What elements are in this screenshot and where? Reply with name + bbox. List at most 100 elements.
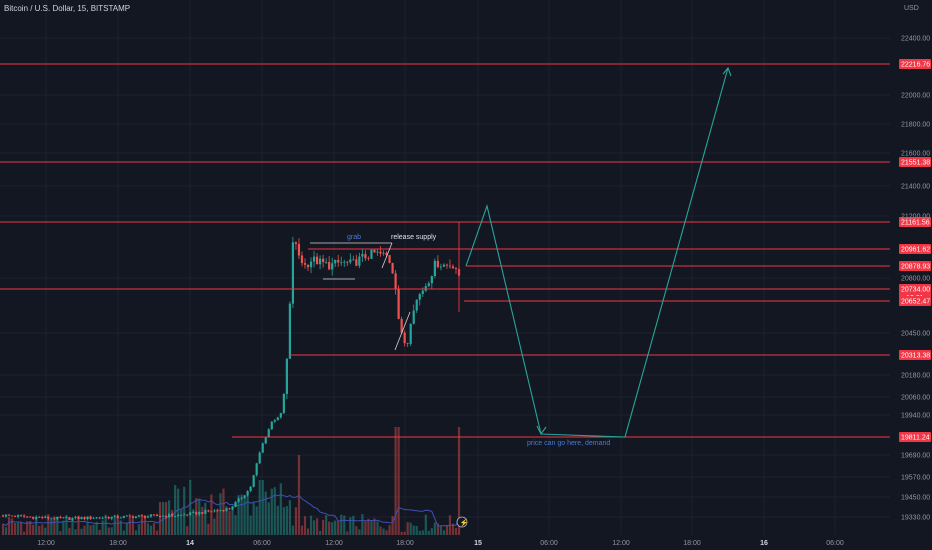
candle-body bbox=[240, 497, 243, 499]
candle-body bbox=[409, 323, 412, 344]
candle-body bbox=[349, 259, 352, 263]
volume-bar bbox=[252, 502, 255, 535]
volume-bar bbox=[104, 514, 107, 535]
candle-body bbox=[59, 516, 62, 518]
candle-body bbox=[309, 261, 313, 268]
candle-body bbox=[7, 514, 11, 516]
candle-body bbox=[62, 517, 65, 519]
candle-body bbox=[44, 516, 47, 518]
candle-body bbox=[198, 512, 201, 515]
annotation-demand: price can go here, demand bbox=[527, 440, 610, 447]
candle-body bbox=[231, 507, 234, 510]
candle-body bbox=[17, 515, 20, 517]
volume-bar bbox=[195, 498, 198, 535]
volume-bar bbox=[68, 527, 71, 535]
volume-bar bbox=[397, 427, 400, 535]
candle-body bbox=[267, 429, 270, 438]
candle-body bbox=[400, 318, 403, 333]
volume-bar bbox=[29, 520, 32, 535]
price-level-label: 20652.47 bbox=[901, 299, 930, 306]
volume-bar bbox=[152, 523, 156, 535]
volume-bar bbox=[158, 501, 162, 535]
candle-body bbox=[346, 261, 349, 263]
candle-body bbox=[80, 517, 83, 520]
price-tick-label: 19330.00 bbox=[901, 515, 930, 522]
volume-bar bbox=[62, 520, 65, 535]
candle-body bbox=[391, 262, 394, 274]
candle-body bbox=[140, 515, 144, 517]
time-tick-label: 14 bbox=[186, 540, 194, 547]
candle-body bbox=[249, 486, 252, 491]
volume-bar bbox=[174, 485, 177, 535]
candle-body bbox=[424, 286, 427, 291]
candle-body bbox=[325, 261, 328, 263]
candle-body bbox=[358, 256, 361, 266]
projection-path bbox=[465, 67, 729, 438]
candle-body bbox=[322, 258, 325, 263]
volume-bar bbox=[312, 520, 316, 535]
volume-bar bbox=[246, 493, 249, 535]
candle-body bbox=[448, 265, 452, 267]
projection-arrowhead-up bbox=[722, 66, 732, 77]
candle-body bbox=[95, 517, 98, 519]
volume-bar bbox=[358, 529, 361, 535]
volume-bar bbox=[445, 525, 449, 535]
price-level-label: 21551.38 bbox=[901, 160, 930, 167]
candle-body bbox=[152, 514, 156, 516]
annotations: grab release supply price can go here, dem… bbox=[310, 234, 610, 528]
candle-body bbox=[23, 515, 26, 517]
volume-bar bbox=[303, 516, 307, 535]
candle-body bbox=[101, 517, 104, 519]
volume-bar bbox=[50, 519, 53, 535]
price-tick-label: 20450.00 bbox=[901, 331, 930, 338]
price-tick-label: 19940.00 bbox=[901, 413, 930, 420]
price-tick-label: 21800.00 bbox=[901, 122, 930, 129]
volume-bar bbox=[98, 529, 101, 535]
volume-bar bbox=[77, 515, 80, 535]
volume-bar bbox=[180, 509, 183, 535]
candle-body bbox=[427, 283, 430, 287]
candle-body bbox=[77, 516, 80, 520]
candle-body bbox=[174, 515, 177, 517]
volume-bar bbox=[107, 527, 110, 535]
volume-bar bbox=[273, 487, 276, 535]
candle-body bbox=[134, 516, 137, 519]
volume-bar bbox=[451, 523, 455, 535]
volume-bar bbox=[418, 530, 421, 535]
candle-body bbox=[161, 515, 165, 517]
candle-body bbox=[149, 514, 153, 517]
candle-body bbox=[430, 275, 433, 284]
volume-bar bbox=[192, 509, 195, 535]
candle-body bbox=[164, 515, 168, 518]
volume-bar bbox=[23, 531, 26, 535]
candle-body bbox=[98, 517, 101, 519]
volume-bar bbox=[231, 505, 234, 535]
candle-body bbox=[207, 510, 210, 512]
volume-bar bbox=[198, 498, 201, 535]
candle-body bbox=[288, 303, 291, 359]
candle-body bbox=[234, 502, 237, 508]
candle-body bbox=[168, 514, 171, 518]
volume-bar bbox=[270, 488, 273, 535]
volume-bar bbox=[1, 523, 5, 535]
volume-bar bbox=[400, 531, 403, 535]
candle-body bbox=[273, 420, 276, 422]
volume-bar bbox=[391, 515, 394, 535]
price-tick-label: 19570.00 bbox=[901, 475, 930, 482]
volume-bar bbox=[255, 506, 258, 535]
candle-body bbox=[201, 512, 204, 514]
candle-body bbox=[382, 252, 385, 254]
candle-body bbox=[252, 475, 255, 487]
candle-body bbox=[225, 508, 228, 512]
time-tick-label: 18:00 bbox=[109, 540, 127, 547]
volume-bar bbox=[382, 528, 385, 535]
candle-body bbox=[155, 514, 159, 517]
volume-bar bbox=[119, 520, 122, 535]
candle-body bbox=[50, 518, 53, 520]
candle-body bbox=[4, 514, 8, 517]
candle-body bbox=[26, 516, 29, 518]
volume-bar bbox=[367, 518, 370, 535]
volume-bar bbox=[370, 521, 373, 535]
